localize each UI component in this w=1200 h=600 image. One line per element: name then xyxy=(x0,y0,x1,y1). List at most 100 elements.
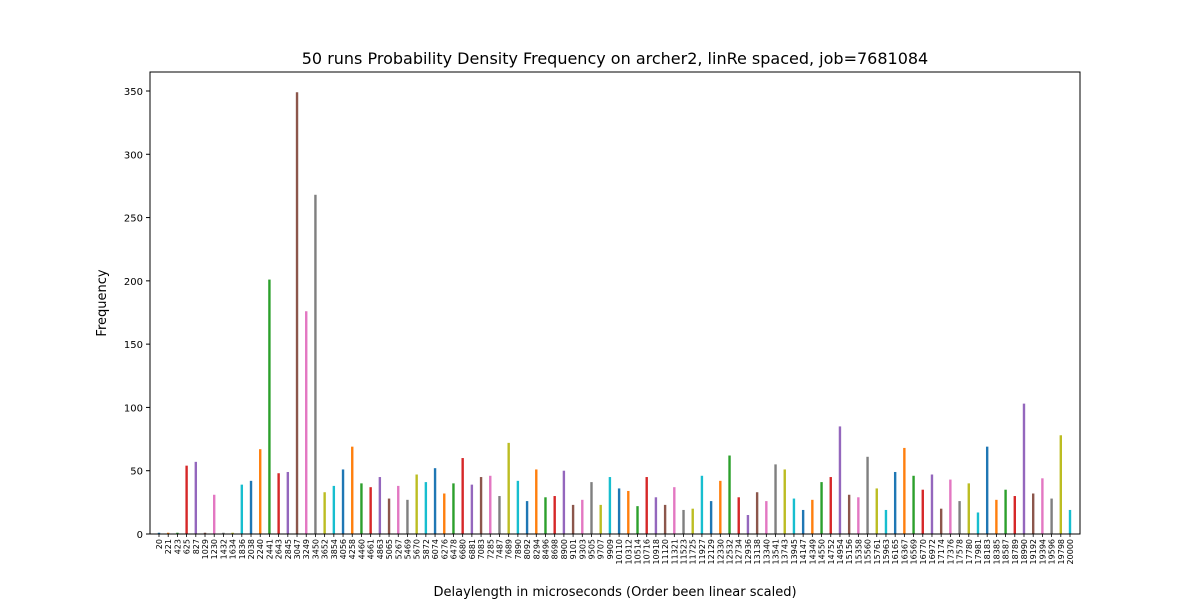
bar-15156 xyxy=(847,494,851,534)
bar-16367 xyxy=(903,447,906,534)
x-tick-label-8900: 8900 xyxy=(560,539,569,559)
x-tick-label-3652: 3652 xyxy=(321,539,330,559)
x-tick-label-15761: 15761 xyxy=(873,539,882,564)
bar-10716 xyxy=(645,477,648,534)
bar-7487 xyxy=(498,496,501,534)
bar-1634 xyxy=(231,532,234,534)
x-tick-label-19394: 19394 xyxy=(1038,539,1047,564)
bar-221 xyxy=(167,532,170,534)
bar-7890 xyxy=(516,480,520,534)
bar-3249 xyxy=(305,311,308,534)
x-tick-label-221: 221 xyxy=(164,539,173,554)
x-tick-label-16972: 16972 xyxy=(928,539,937,564)
x-tick-label-423: 423 xyxy=(173,539,182,554)
bar-5872 xyxy=(424,482,428,534)
bar-20000 xyxy=(1068,509,1072,534)
bar-9101 xyxy=(571,504,575,534)
x-tick-label-11725: 11725 xyxy=(689,539,698,564)
bar-1836 xyxy=(240,484,244,534)
bar-6276 xyxy=(443,493,446,534)
bar-6680 xyxy=(461,458,464,534)
x-tick-label-2240: 2240 xyxy=(256,539,265,559)
x-tick-label-1432: 1432 xyxy=(219,539,228,559)
bar-423 xyxy=(176,532,179,534)
x-tick-label-4460: 4460 xyxy=(357,539,366,559)
bar-17376 xyxy=(949,479,952,534)
bar-8294 xyxy=(535,469,538,534)
bar-8900 xyxy=(562,470,566,534)
bar-18789 xyxy=(1013,496,1016,534)
bar-1029 xyxy=(203,532,207,534)
x-tick-label-4258: 4258 xyxy=(348,539,357,559)
x-tick-label-6074: 6074 xyxy=(431,539,440,559)
bar-11120 xyxy=(663,504,667,534)
bar-2240 xyxy=(259,449,262,534)
x-tick-label-14349: 14349 xyxy=(808,539,817,564)
y-tick-label-300: 300 xyxy=(124,150,143,161)
bar-20 xyxy=(157,532,161,534)
x-tick-label-7890: 7890 xyxy=(514,539,523,559)
bar-12936 xyxy=(746,515,750,534)
x-tick-label-4863: 4863 xyxy=(376,539,385,559)
x-tick-label-16770: 16770 xyxy=(919,539,928,564)
x-tick-label-13138: 13138 xyxy=(753,539,762,564)
x-tick-label-9505: 9505 xyxy=(587,539,596,559)
bar-10918 xyxy=(654,497,658,534)
x-tick-label-15358: 15358 xyxy=(854,539,863,564)
x-tick-label-1634: 1634 xyxy=(229,539,238,559)
x-tick-label-14147: 14147 xyxy=(799,539,808,564)
bars-group xyxy=(157,92,1072,534)
x-tick-label-17981: 17981 xyxy=(974,539,983,564)
x-tick-label-19596: 19596 xyxy=(1048,539,1057,564)
y-tick-label-350: 350 xyxy=(124,87,143,98)
y-axis-label: Frequency xyxy=(95,269,110,336)
x-tick-label-17780: 17780 xyxy=(965,539,974,564)
bar-3652 xyxy=(323,492,326,534)
bar-14954 xyxy=(838,426,842,534)
bar-7285 xyxy=(489,475,492,534)
bar-3450 xyxy=(314,194,317,534)
x-tick-label-17578: 17578 xyxy=(956,539,965,564)
bar-5065 xyxy=(387,498,391,534)
bar-16165 xyxy=(893,471,897,534)
bar-8092 xyxy=(525,501,529,534)
plot-frame xyxy=(149,71,1081,535)
x-tick-label-14550: 14550 xyxy=(818,539,827,564)
x-tick-label-625: 625 xyxy=(183,539,192,554)
x-tick-label-10918: 10918 xyxy=(652,539,661,564)
bar-4863 xyxy=(378,477,382,534)
x-tick-label-11523: 11523 xyxy=(680,539,689,564)
y-tick-label-250: 250 xyxy=(124,214,143,225)
x-tick-label-1230: 1230 xyxy=(210,539,219,559)
bar-4460 xyxy=(360,483,363,534)
bar-6074 xyxy=(433,468,437,534)
x-tick-label-17174: 17174 xyxy=(937,539,946,564)
x-tick-label-7689: 7689 xyxy=(505,539,514,559)
x-tick-label-5872: 5872 xyxy=(422,539,431,559)
bar-10110 xyxy=(617,488,621,534)
x-tick-label-4661: 4661 xyxy=(367,539,376,559)
x-tick-label-15963: 15963 xyxy=(882,539,891,564)
bar-11523 xyxy=(682,509,685,534)
x-tick-label-4056: 4056 xyxy=(339,539,348,559)
x-tick-label-2441: 2441 xyxy=(265,539,274,559)
bar-11321 xyxy=(673,487,676,534)
bar-2845 xyxy=(286,471,290,534)
x-tick-label-18789: 18789 xyxy=(1011,539,1020,564)
x-tick-label-18587: 18587 xyxy=(1002,539,1011,564)
bar-12734 xyxy=(737,497,740,534)
bar-14147 xyxy=(801,509,805,534)
x-tick-label-7487: 7487 xyxy=(495,539,504,559)
bar-3854 xyxy=(332,485,336,534)
x-tick-label-12330: 12330 xyxy=(716,539,725,564)
bar-13340 xyxy=(765,501,768,534)
x-tick-label-9303: 9303 xyxy=(578,539,587,559)
bar-2038 xyxy=(249,480,253,534)
bar-9303 xyxy=(581,499,584,534)
x-tick-label-18385: 18385 xyxy=(992,539,1001,564)
bar-15560 xyxy=(866,456,869,534)
x-tick-label-10514: 10514 xyxy=(634,539,643,564)
x-tick-label-8294: 8294 xyxy=(532,539,541,559)
x-tick-label-2643: 2643 xyxy=(275,539,284,559)
